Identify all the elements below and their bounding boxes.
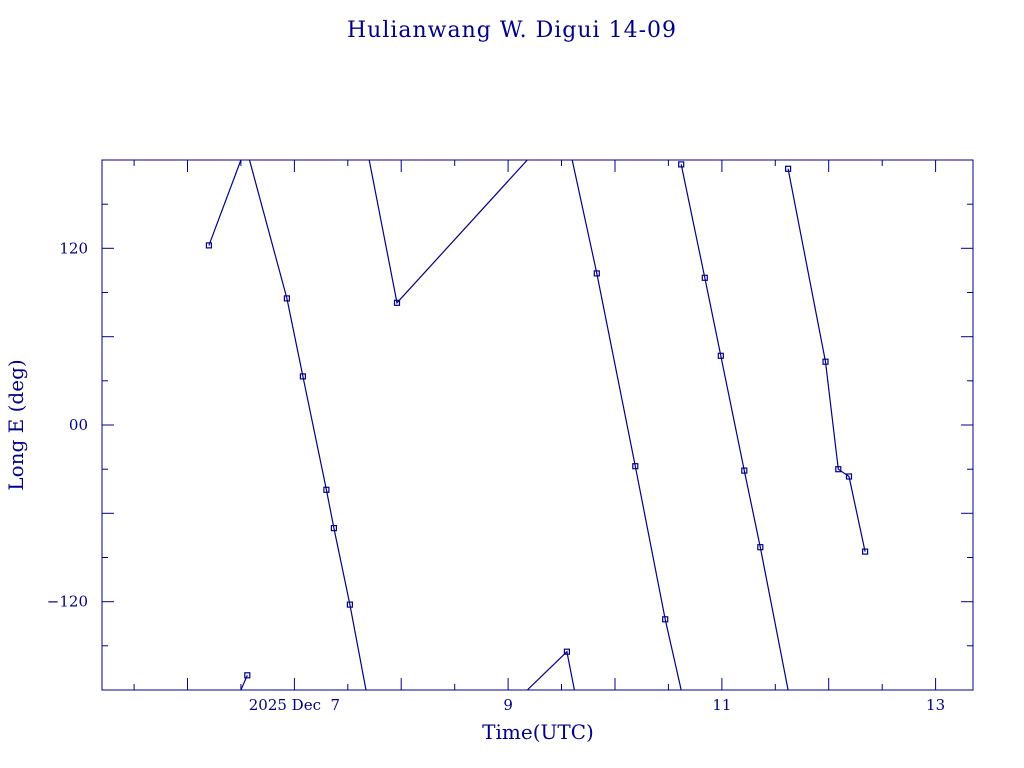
plot-frame xyxy=(101,159,974,691)
data-point xyxy=(563,648,571,655)
x-tick-label: 13 xyxy=(926,696,945,714)
series-line-3 xyxy=(248,160,367,690)
tick-labels: 2025 Dec 7 9 11 13 120 00 −120 xyxy=(47,239,945,714)
data-point xyxy=(741,467,748,474)
data-point xyxy=(283,295,290,302)
data-point xyxy=(678,161,685,168)
data-point xyxy=(632,463,639,470)
y-axis-title: Long E (deg) xyxy=(4,359,28,490)
x-tick-label: 11 xyxy=(712,696,731,714)
data-point xyxy=(346,601,353,608)
data-point xyxy=(822,358,829,365)
series-line-6 xyxy=(571,160,682,690)
x-tick-label: 2025 Dec 7 xyxy=(249,696,340,714)
axis-ticks xyxy=(102,160,973,690)
series-line-7 xyxy=(680,164,789,690)
data-point xyxy=(323,486,330,493)
chart-title: Hulianwang W. Digui 14-09 xyxy=(347,18,677,43)
data-point xyxy=(299,373,306,380)
data-point xyxy=(757,544,764,551)
data-point xyxy=(717,352,724,359)
data-point xyxy=(205,242,212,249)
data-point xyxy=(662,616,669,623)
data-point xyxy=(330,524,337,532)
data-point xyxy=(701,274,708,281)
data-point xyxy=(861,548,869,555)
x-axis-title: Time(UTC) xyxy=(482,720,594,744)
data-point xyxy=(845,473,853,480)
x-tick-label: 9 xyxy=(503,696,513,714)
y-tick-label: 120 xyxy=(59,239,88,257)
series-line-5 xyxy=(526,650,575,690)
series-layer xyxy=(205,160,869,690)
y-tick-label: −120 xyxy=(47,593,88,611)
series-line-4 xyxy=(368,160,528,305)
data-point xyxy=(784,165,792,172)
data-point xyxy=(393,299,401,306)
data-point xyxy=(835,466,842,473)
data-point xyxy=(244,672,251,679)
series-line-1 xyxy=(208,160,242,246)
series-line-8 xyxy=(787,168,866,552)
y-tick-label: 00 xyxy=(69,416,88,434)
data-point xyxy=(593,270,600,277)
